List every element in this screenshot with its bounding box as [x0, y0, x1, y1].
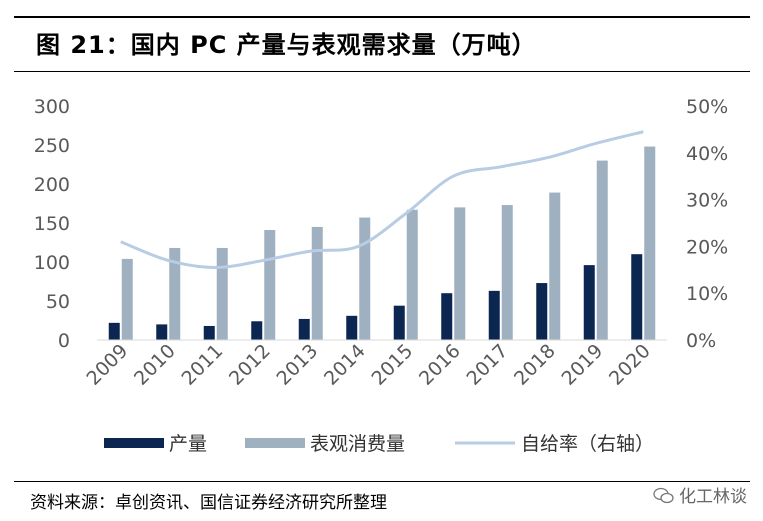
- left-axis-tick-labels: 0 50 100 150 200 250 300: [34, 96, 70, 352]
- legend-swatch-consumption: [245, 438, 305, 448]
- watermark-text: 化工林谈: [679, 487, 747, 507]
- x-tick-label: 2017: [463, 340, 513, 390]
- bar-series: [108, 146, 656, 340]
- bar-consumption: [264, 230, 276, 340]
- left-tick-label: 200: [34, 174, 70, 196]
- bar-production: [108, 322, 120, 340]
- bar-production: [156, 324, 168, 340]
- left-tick-label: 300: [34, 96, 70, 118]
- bar-production: [346, 315, 358, 340]
- bar-consumption: [549, 192, 561, 340]
- x-tick-label: 2014: [320, 340, 370, 390]
- legend-swatch-production: [104, 438, 164, 448]
- right-axis-tick-labels: 0% 10% 20% 30% 40% 50%: [686, 96, 728, 352]
- x-tick-label: 2013: [273, 340, 323, 390]
- chart-title: 图 21：国内 PC 产量与表观需求量（万吨）: [36, 31, 537, 59]
- left-tick-label: 50: [46, 291, 70, 313]
- legend-label-production: 产量: [169, 433, 207, 455]
- bar-production: [441, 293, 453, 340]
- x-tick-label: 2018: [510, 340, 560, 390]
- x-tick-label: 2019: [558, 340, 608, 390]
- left-tick-label: 150: [34, 213, 70, 235]
- bar-production: [488, 290, 500, 340]
- bar-consumption: [644, 146, 656, 340]
- bar-production: [536, 283, 548, 340]
- left-tick-label: 100: [34, 252, 70, 274]
- bar-production: [251, 321, 263, 340]
- bar-production: [393, 305, 405, 340]
- legend: 产量 表观消费量 自给率（右轴）: [104, 433, 654, 455]
- x-tick-label: 2020: [605, 340, 655, 390]
- right-tick-label: 0%: [686, 330, 716, 352]
- bar-consumption: [359, 217, 371, 340]
- line-series: [120, 130, 644, 269]
- right-tick-label: 40%: [686, 143, 728, 165]
- right-tick-label: 50%: [686, 96, 728, 118]
- x-tick-label: 2016: [415, 340, 465, 390]
- x-tick-label: 2015: [368, 340, 418, 390]
- title-rule: [14, 71, 750, 72]
- wechat-icon: [653, 487, 674, 504]
- bar-consumption: [596, 160, 608, 340]
- watermark: 化工林谈: [653, 482, 747, 507]
- right-tick-label: 10%: [686, 283, 728, 305]
- top-rule: [14, 16, 750, 18]
- bar-consumption: [454, 207, 466, 340]
- x-tick-label: 2010: [130, 340, 180, 390]
- x-tick-label: 2012: [225, 340, 275, 390]
- legend-label-self-sufficiency: 自给率（右轴）: [521, 433, 654, 455]
- self-sufficiency-line: [120, 130, 644, 269]
- x-tick-label: 2011: [178, 340, 228, 390]
- bar-production: [583, 265, 595, 340]
- left-tick-label: 0: [58, 330, 70, 352]
- bar-consumption: [311, 226, 323, 340]
- footer-rule: [14, 481, 750, 482]
- x-tick-label: 2009: [83, 340, 133, 390]
- bar-production: [298, 318, 310, 340]
- bar-consumption: [121, 258, 133, 340]
- bar-production: [203, 325, 215, 340]
- source-note: 资料来源：卓创资讯、国信证券经济研究所整理: [30, 493, 387, 513]
- chart: 0 50 100 150 200 250 300 0% 10% 20% 30% 40% 50% 200…: [34, 96, 729, 455]
- x-axis-tick-labels: 2009201020112012201320142015201620172018…: [83, 340, 655, 390]
- right-tick-label: 20%: [686, 236, 728, 258]
- bar-consumption: [169, 247, 181, 340]
- bar-consumption: [501, 205, 513, 340]
- bar-consumption: [406, 209, 418, 340]
- left-tick-label: 250: [34, 135, 70, 157]
- right-tick-label: 30%: [686, 190, 728, 212]
- legend-label-consumption: 表观消费量: [310, 433, 405, 455]
- bar-consumption: [216, 247, 228, 340]
- bar-production: [631, 254, 643, 340]
